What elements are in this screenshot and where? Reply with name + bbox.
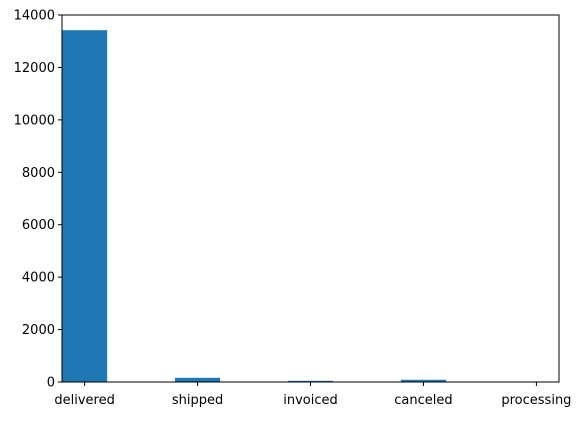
y-tick-label-0: 0: [47, 376, 55, 391]
x-tick-label-processing: processing: [501, 393, 571, 408]
x-tick-label-delivered: delivered: [54, 393, 114, 408]
y-tick-label-12000: 12000: [14, 61, 55, 76]
y-tick-label-8000: 8000: [22, 166, 55, 181]
bar-delivered: [62, 30, 107, 382]
y-tick-label-6000: 6000: [22, 218, 55, 233]
x-tick-label-invoiced: invoiced: [283, 393, 338, 408]
y-tick-label-4000: 4000: [22, 271, 55, 286]
x-tick-label-shipped: shipped: [172, 393, 223, 408]
y-tick-label-14000: 14000: [14, 9, 55, 24]
bar-shipped: [175, 378, 220, 382]
x-tick-label-canceled: canceled: [394, 393, 452, 408]
y-tick-label-2000: 2000: [22, 323, 55, 338]
y-tick-label-10000: 10000: [14, 113, 55, 128]
